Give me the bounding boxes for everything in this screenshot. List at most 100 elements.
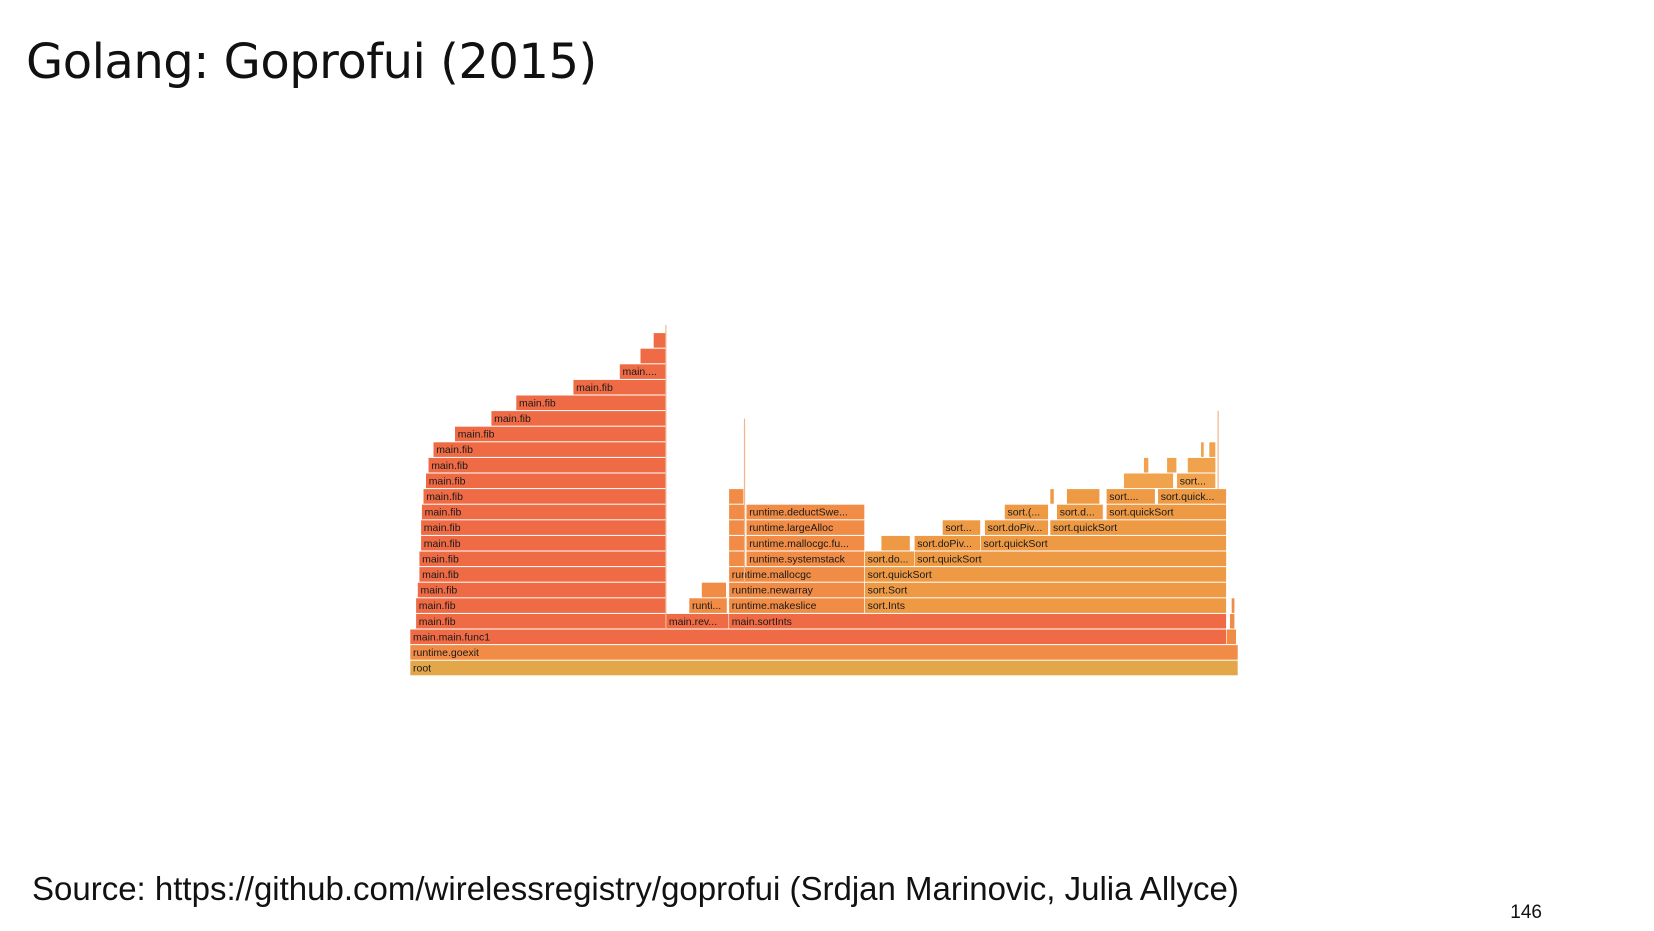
flame-frame[interactable]: sort.quickSort: [913, 550, 1227, 567]
flame-frame[interactable]: main.fib: [417, 582, 667, 598]
flame-frame[interactable]: [701, 582, 727, 598]
flame-frame[interactable]: sort.d...: [1056, 504, 1104, 520]
flame-frame-rect[interactable]: [1143, 457, 1149, 474]
flame-frame[interactable]: sort.(...: [1004, 504, 1049, 520]
flame-frame[interactable]: sort....: [1106, 488, 1156, 505]
flame-frame-rect[interactable]: [745, 504, 865, 520]
flame-frame[interactable]: main.fib: [420, 535, 667, 552]
flame-frame[interactable]: [639, 348, 667, 364]
flame-frame[interactable]: sort.quickSort: [1106, 504, 1227, 520]
flame-frame[interactable]: main.fib: [418, 566, 667, 583]
flame-frame-rect[interactable]: [728, 504, 746, 520]
flame-frame-rect[interactable]: [745, 519, 865, 536]
flame-frame[interactable]: [1231, 597, 1236, 614]
flame-frame[interactable]: main.fib: [420, 519, 667, 536]
flame-frame-rect[interactable]: [880, 535, 911, 552]
flame-frame[interactable]: [653, 332, 667, 349]
flame-frame[interactable]: runti...: [688, 597, 728, 614]
flame-frame-rect[interactable]: [1123, 472, 1174, 489]
flame-frame-rect[interactable]: [409, 644, 1239, 661]
flame-frame[interactable]: main.fib: [421, 504, 667, 520]
flame-frame-rect[interactable]: [1049, 519, 1227, 536]
flame-frame-rect[interactable]: [984, 519, 1049, 536]
flame-frame[interactable]: sort.quickSort: [1049, 519, 1227, 536]
flame-frame-rect[interactable]: [864, 566, 1227, 583]
flame-frame-rect[interactable]: [728, 488, 744, 505]
flame-frame[interactable]: [728, 535, 746, 552]
flame-frame[interactable]: runtime.mallocgc: [728, 566, 865, 583]
flame-frame-rect[interactable]: [1106, 504, 1227, 520]
flame-frame[interactable]: [1166, 457, 1178, 474]
flame-frame[interactable]: [1049, 488, 1055, 505]
flame-frame-rect[interactable]: [1226, 628, 1237, 645]
flame-frame[interactable]: sort...: [942, 519, 981, 536]
flame-frame-rect[interactable]: [1066, 488, 1100, 505]
flame-frame[interactable]: runtime.deductSwe...: [745, 504, 865, 520]
flame-frame[interactable]: [1226, 628, 1237, 645]
flame-frame-rect[interactable]: [745, 535, 865, 552]
flame-frame-rect[interactable]: [864, 597, 1227, 614]
flame-frame[interactable]: [1200, 441, 1205, 458]
flame-frame-rect[interactable]: [1229, 613, 1235, 630]
flame-frame-rect[interactable]: [1208, 441, 1216, 458]
flame-frame[interactable]: [728, 504, 746, 520]
flame-frame[interactable]: [728, 519, 746, 536]
flame-frame-rect[interactable]: [728, 519, 746, 536]
flame-frame-rect[interactable]: [653, 332, 667, 349]
flame-frame-rect[interactable]: [1056, 504, 1104, 520]
flame-frame[interactable]: main.fib: [515, 394, 667, 411]
flame-frame-rect[interactable]: [639, 348, 667, 364]
flame-frame[interactable]: main.fib: [572, 379, 667, 396]
flame-frame[interactable]: runtime.systemstack: [745, 550, 865, 567]
flame-frame[interactable]: [1208, 441, 1216, 458]
flame-frame[interactable]: sort.quickSort: [980, 535, 1227, 552]
flame-frame-rect[interactable]: [913, 550, 1227, 567]
flame-frame-rect[interactable]: [1106, 488, 1156, 505]
flame-frame-rect[interactable]: [864, 582, 1227, 598]
flame-frame-rect[interactable]: [688, 597, 728, 614]
flame-frame-rect[interactable]: [942, 519, 981, 536]
flame-frame[interactable]: sort.quickSort: [864, 566, 1227, 583]
flame-frame[interactable]: main.main.func1: [409, 628, 1227, 645]
flame-frame[interactable]: sort.do...: [864, 550, 915, 567]
flame-frame[interactable]: sort.doPiv...: [913, 535, 981, 552]
flame-frame-rect[interactable]: [1200, 441, 1205, 458]
flame-frame[interactable]: main.fib: [432, 441, 667, 458]
flame-frame[interactable]: [1143, 457, 1149, 474]
flame-frame-rect[interactable]: [728, 550, 746, 567]
flame-frame[interactable]: main.fib: [422, 488, 667, 505]
flame-frame[interactable]: runtime.newarray: [728, 582, 865, 598]
flame-frame-rect[interactable]: [1187, 457, 1217, 474]
flame-frame[interactable]: main.sortInts: [728, 613, 1227, 630]
flame-frame[interactable]: runtime.makeslice: [728, 597, 865, 614]
flame-frame[interactable]: main.fib: [415, 597, 667, 614]
flame-frame[interactable]: [1066, 488, 1100, 505]
flame-frame[interactable]: sort.quick...: [1157, 488, 1227, 505]
flame-frame[interactable]: main.fib: [427, 457, 667, 474]
flame-frame[interactable]: main.fib: [425, 472, 667, 489]
flame-frame[interactable]: runtime.goexit: [409, 644, 1239, 661]
flame-frame-rect[interactable]: [1231, 597, 1236, 614]
flame-frame[interactable]: [1187, 457, 1217, 474]
flame-frame[interactable]: sort.Sort: [864, 582, 1227, 598]
flame-frame-rect[interactable]: [701, 582, 727, 598]
flame-frame[interactable]: sort.Ints: [864, 597, 1227, 614]
flame-frame-rect[interactable]: [728, 613, 1227, 630]
flame-frame[interactable]: runtime.largeAlloc: [745, 519, 865, 536]
flame-frame[interactable]: runtime.mallocgc.fu...: [745, 535, 865, 552]
flame-frame[interactable]: [728, 550, 746, 567]
flame-frame[interactable]: main.fib: [415, 613, 667, 630]
flame-frame-rect[interactable]: [728, 535, 746, 552]
flame-frame-rect[interactable]: [1176, 472, 1216, 489]
flame-frame[interactable]: [880, 535, 911, 552]
flame-frame[interactable]: main.fib: [418, 550, 667, 567]
flame-frame[interactable]: [1123, 472, 1174, 489]
flame-frame[interactable]: main.fib: [454, 426, 667, 442]
flame-frame-rect[interactable]: [409, 660, 1239, 676]
flame-frame[interactable]: main....: [619, 363, 667, 380]
flame-frame-rect[interactable]: [980, 535, 1227, 552]
flame-frame[interactable]: main.rev...: [665, 613, 730, 630]
flame-frame[interactable]: [728, 488, 744, 505]
flame-frame[interactable]: sort.doPiv...: [984, 519, 1049, 536]
flame-frame-rect[interactable]: [1166, 457, 1178, 474]
